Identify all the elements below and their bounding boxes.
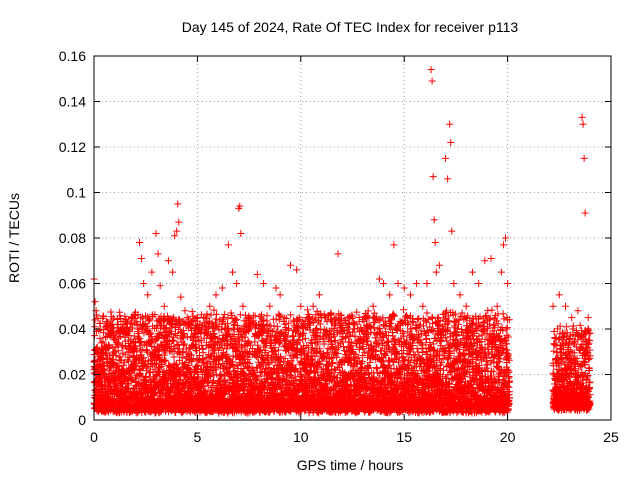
data-point	[304, 306, 312, 314]
data-point	[223, 345, 231, 353]
data-point	[110, 324, 118, 332]
data-point	[183, 313, 191, 321]
data-point	[100, 312, 108, 320]
data-point	[116, 356, 124, 364]
data-point	[109, 344, 117, 352]
data-point	[118, 343, 126, 351]
data-point	[221, 310, 229, 318]
data-point	[145, 317, 153, 325]
data-point	[128, 376, 136, 384]
data-point	[110, 314, 118, 322]
data-point	[132, 361, 140, 369]
data-point	[146, 316, 154, 324]
data-point	[91, 332, 99, 340]
data-point	[133, 348, 141, 356]
data-point	[370, 309, 378, 317]
data-point	[139, 382, 147, 390]
data-point	[130, 343, 138, 351]
data-point	[256, 313, 264, 321]
chart-title: Day 145 of 2024, Rate Of TEC Index for r…	[182, 19, 519, 35]
data-point	[125, 381, 133, 389]
data-point	[112, 352, 120, 360]
data-point	[130, 332, 138, 340]
data-point	[313, 325, 321, 333]
data-point	[95, 372, 103, 380]
data-point	[113, 362, 121, 370]
data-point	[137, 337, 145, 345]
data-point	[114, 347, 122, 355]
data-point	[96, 334, 104, 342]
data-point	[114, 339, 122, 347]
data-point	[145, 373, 153, 381]
data-point	[203, 310, 211, 318]
data-point	[137, 372, 145, 380]
data-point	[116, 409, 124, 417]
data-point	[143, 341, 151, 349]
data-point	[101, 382, 109, 390]
data-point	[340, 343, 348, 351]
data-point	[188, 308, 196, 316]
data-point	[121, 312, 129, 320]
data-point	[137, 390, 145, 398]
data-point	[91, 316, 99, 324]
data-point	[140, 354, 148, 362]
data-point	[147, 355, 155, 363]
data-point	[127, 376, 135, 384]
data-point	[109, 356, 117, 364]
data-point	[103, 319, 111, 327]
grid-lines	[94, 56, 611, 420]
data-point	[129, 324, 137, 332]
data-point	[96, 319, 104, 327]
data-points	[90, 66, 594, 417]
data-point	[143, 367, 151, 375]
data-point	[132, 345, 140, 353]
data-point	[99, 338, 107, 346]
data-point	[97, 339, 105, 347]
data-point	[132, 359, 140, 367]
data-point	[107, 308, 115, 316]
data-point	[101, 333, 109, 341]
data-point	[124, 357, 132, 365]
data-point	[179, 349, 187, 357]
data-point	[120, 359, 128, 367]
data-point	[116, 332, 124, 340]
data-point	[125, 353, 133, 361]
data-point	[142, 373, 150, 381]
